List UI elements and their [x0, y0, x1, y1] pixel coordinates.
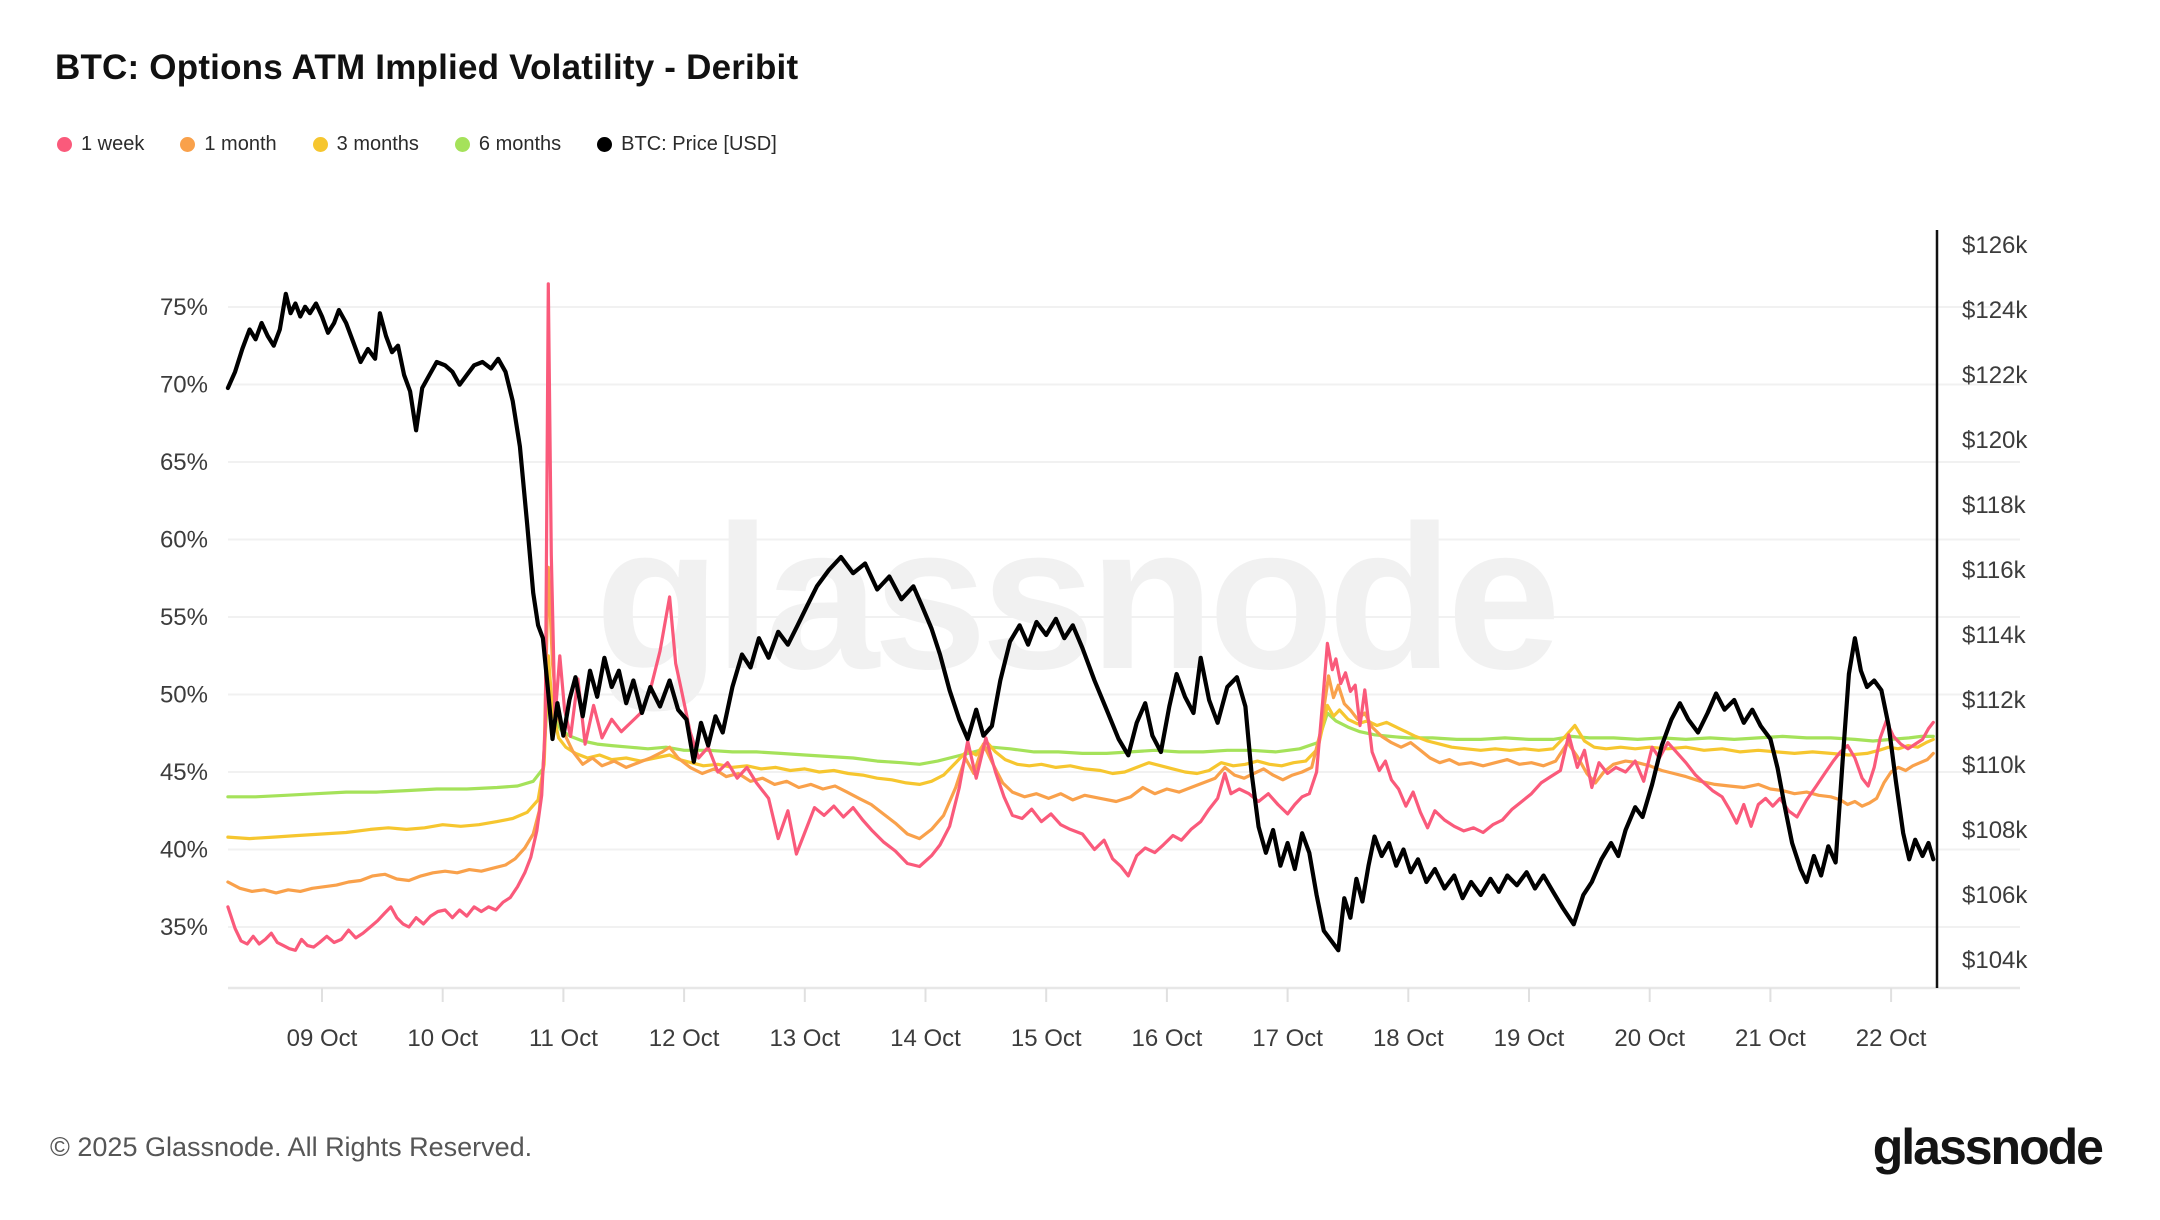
y-axis-left-label: 60% [160, 527, 208, 554]
legend-item-label: 1 month [204, 133, 277, 155]
x-axis-label: 13 Oct [769, 1025, 840, 1052]
legend-item-label: 3 months [336, 133, 419, 155]
y-axis-left-label: 75% [160, 294, 208, 321]
glassnode-logo: glassnode [1872, 1119, 2104, 1175]
y-axis-left-label: 45% [160, 759, 208, 786]
x-axis-label: 11 Oct [529, 1025, 598, 1052]
x-axis-label: 16 Oct [1132, 1025, 1203, 1052]
x-axis-label: 22 Oct [1856, 1025, 1927, 1052]
y-axis-right-label: $120k [1962, 427, 2028, 454]
legend-dot-icon [597, 137, 613, 152]
y-axis-right-label: $104k [1962, 947, 2028, 974]
legend-dot-icon [312, 137, 328, 152]
x-axis-label: 18 Oct [1373, 1025, 1444, 1052]
legend-item-label: 1 week [81, 133, 145, 155]
y-axis-left-label: 35% [160, 914, 208, 941]
x-axis-label: 20 Oct [1614, 1025, 1685, 1052]
y-axis-right-label: $112k [1962, 687, 2027, 714]
y-axis-left-label: 65% [160, 449, 208, 476]
page-title: BTC: Options ATM Implied Volatility - De… [55, 48, 799, 87]
legend-dot-icon [180, 137, 196, 152]
legend-item-label: 6 months [478, 133, 562, 155]
x-axis-label: 10 Oct [407, 1025, 478, 1052]
legend-item-label: BTC: Price [USD] [621, 133, 777, 155]
y-axis-left-label: 50% [160, 682, 208, 709]
y-axis-right-label: $108k [1962, 817, 2028, 844]
x-axis-label: 15 Oct [1011, 1025, 1082, 1052]
y-axis-left-label: 55% [160, 604, 208, 631]
y-axis-right-label: $124k [1962, 297, 2028, 324]
legend-dot-icon [454, 137, 470, 152]
legend-item-btc-price-usd-[interactable]: BTC: Price [USD] [597, 133, 777, 156]
series-line-btc-price-usd- [225, 291, 1936, 953]
copyright-text: © 2025 Glassnode. All Rights Reserved. [50, 1132, 533, 1162]
y-axis-left-label: 40% [160, 837, 208, 864]
watermark: glassnode [595, 483, 1555, 712]
y-axis-left-label: 70% [160, 372, 208, 399]
x-axis-label: 12 Oct [649, 1025, 720, 1052]
legend-item-3-months[interactable]: 3 months [312, 133, 419, 156]
x-axis-label: 09 Oct [287, 1025, 358, 1052]
y-axis-right-label: $110k [1962, 752, 2027, 779]
legend-item-6-months[interactable]: 6 months [454, 133, 562, 156]
x-axis-label: 19 Oct [1494, 1025, 1565, 1052]
y-axis-right-label: $126k [1962, 232, 2028, 259]
legend-item-1-week[interactable]: 1 week [57, 133, 144, 156]
y-axis-right-label: $116k [1962, 557, 2027, 584]
legend-dot-icon [57, 137, 72, 152]
x-axis-label: 21 Oct [1735, 1025, 1806, 1052]
x-axis-label: 14 Oct [890, 1025, 961, 1052]
series-line-3-months [226, 654, 1935, 841]
legend-item-1-month[interactable]: 1 month [180, 133, 277, 156]
y-axis-right-label: $118k [1962, 492, 2027, 519]
y-axis-right-label: $114k [1962, 622, 2027, 649]
chart-legend: 1 week 1 month 3 months 6 months BTC: Price … [57, 133, 777, 156]
y-axis-right-label: $122k [1962, 362, 2028, 389]
x-axis-label: 17 Oct [1252, 1025, 1323, 1052]
y-axis-right-label: $106k [1962, 882, 2028, 909]
